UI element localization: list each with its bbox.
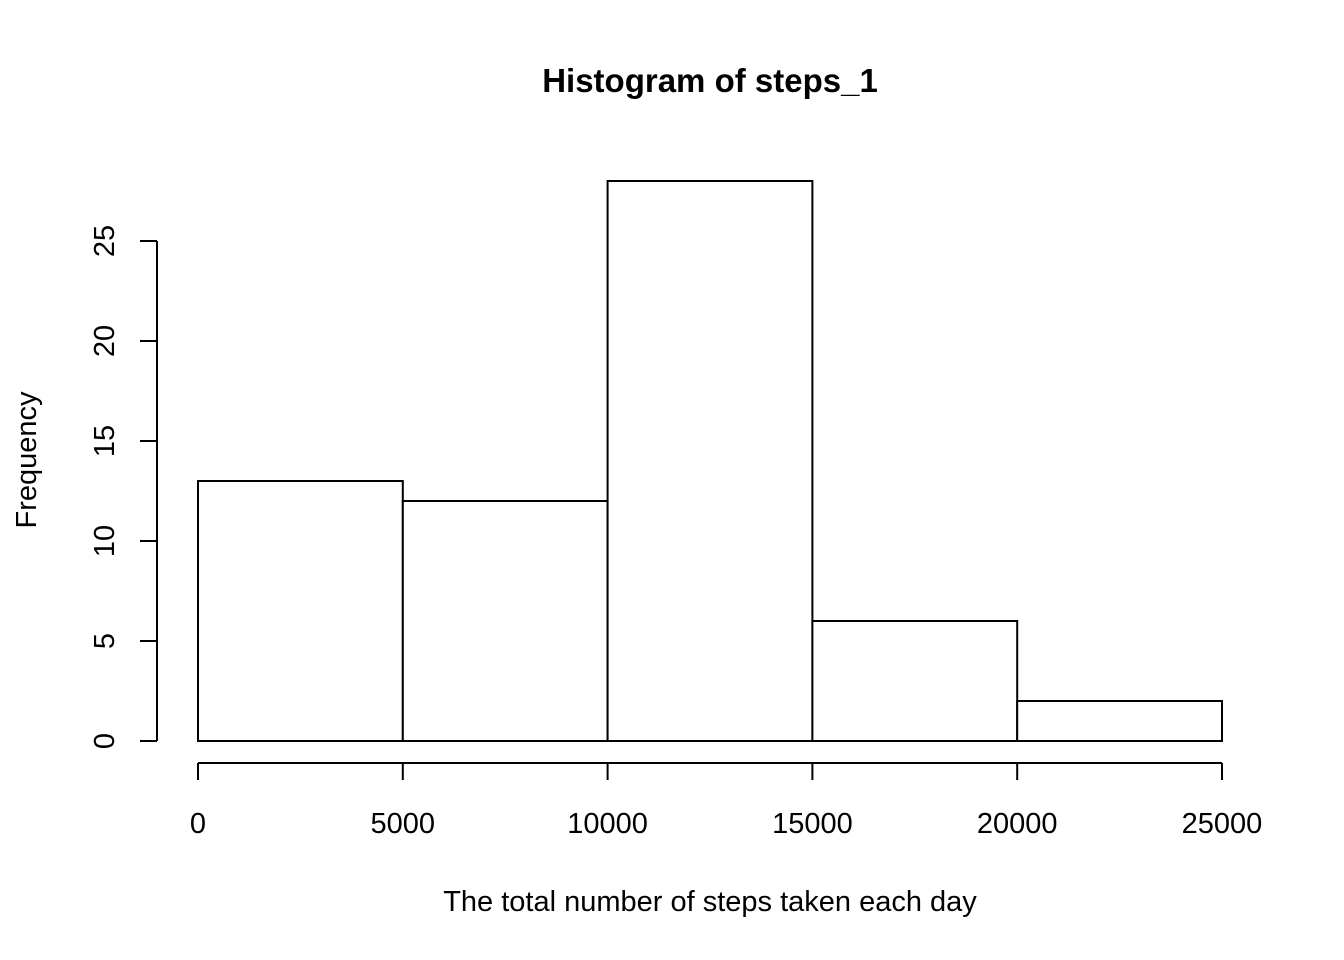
histogram-bar-2: [401, 500, 609, 742]
y-tick-label: 15: [89, 425, 121, 457]
y-tick-label: 20: [89, 325, 121, 357]
histogram-bar-4: [811, 620, 1019, 742]
y-axis: 0 5 10 15 20 25: [89, 225, 158, 749]
bars-group: [197, 180, 1224, 742]
x-tick-label: 25000: [1182, 808, 1263, 840]
histogram-bar-1: [197, 480, 404, 742]
x-tick-label: 20000: [977, 808, 1058, 840]
chart-title: Histogram of steps_1: [542, 62, 878, 99]
x-tick-label: 10000: [567, 808, 648, 840]
y-tick-label: 10: [89, 525, 121, 557]
x-tick-label: 5000: [371, 808, 436, 840]
y-tick-label: 25: [89, 225, 121, 257]
y-tick-label: 5: [89, 633, 121, 649]
x-tick-label: 15000: [772, 808, 853, 840]
histogram-bar-5: [1016, 700, 1224, 742]
x-axis-label: The total number of steps taken each day: [443, 886, 977, 918]
y-axis-label: Frequency: [11, 391, 43, 529]
x-axis: 0 5000 10000 15000 20000 25000: [190, 762, 1263, 840]
y-tick-label: 0: [89, 733, 121, 749]
x-tick-label: 0: [190, 808, 206, 840]
histogram-bar-3: [606, 180, 814, 742]
